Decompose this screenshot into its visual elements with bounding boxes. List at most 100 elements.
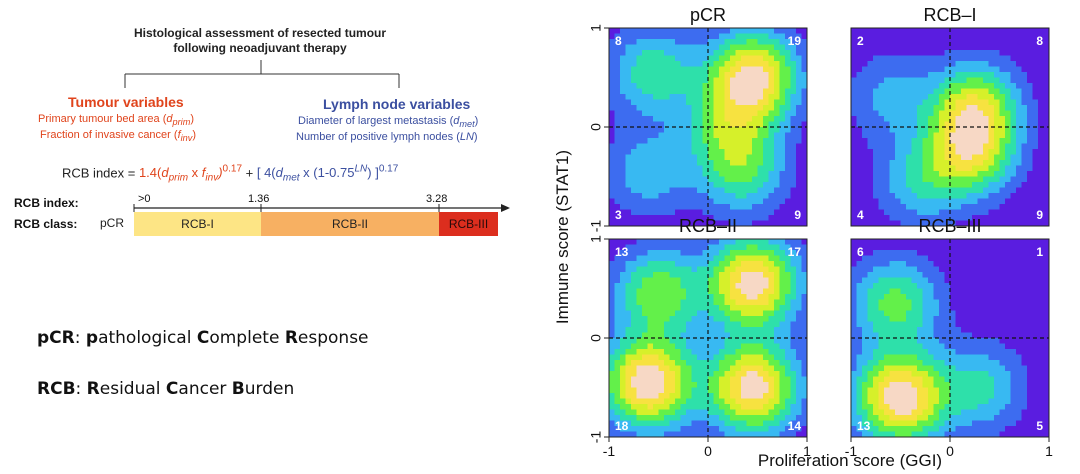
density-cell [790,138,797,144]
density-cell [950,310,956,317]
density-cell [999,316,1006,322]
density-cell [895,365,901,372]
density-cell [614,83,621,89]
density-cell [763,204,769,210]
density-cell [730,160,736,166]
density-cell [1043,255,1050,262]
density-cell [790,149,797,155]
density-cell [928,299,934,306]
density-cell [779,404,786,410]
density-cell [708,316,714,322]
density-cell [988,327,995,333]
density-cell [768,327,775,333]
density-cell [796,99,802,106]
density-cell [851,288,857,295]
density-cell [675,105,681,111]
density-cell [961,294,967,300]
density-cell [1021,349,1028,355]
density-cell [691,283,698,289]
density-cell [900,261,907,267]
density-cell [889,116,896,122]
density-cell [691,127,698,133]
density-cell [994,209,1000,216]
density-cell [609,33,615,40]
density-cell [873,294,879,300]
density-cell [856,66,863,73]
density-cell [735,215,742,221]
density-cell [939,33,945,40]
density-cell [873,88,879,95]
density-cell [763,294,769,300]
density-cell [900,283,907,289]
density-cell [862,105,868,111]
density-cell [933,39,940,45]
density-cell [873,387,879,394]
density-cell [647,409,654,416]
density-cell [796,77,802,84]
density-cell [779,261,786,267]
density-cell [955,154,962,161]
density-cell [939,250,945,256]
density-cell [691,160,698,166]
density-cell [631,387,637,394]
density-cell [609,138,615,144]
density-cell [928,272,934,278]
density-cell [774,160,780,166]
density-cell [873,50,879,56]
density-cell [1027,220,1033,227]
density-cell [873,376,879,383]
density-cell [664,371,670,377]
density-cell [955,376,962,383]
density-cell [779,431,786,438]
density-cell [878,349,885,355]
density-cell [735,349,742,355]
density-cell [1038,28,1044,34]
density-cell [856,349,863,355]
density-cell [856,327,863,333]
density-cell [763,198,769,205]
density-cell [977,277,984,284]
density-cell [609,215,615,221]
density-cell [779,39,786,45]
density-cell [757,39,764,45]
density-cell [785,305,791,311]
density-cell [867,288,874,295]
density-cell [994,198,1000,205]
density-cell [900,143,907,150]
density-cell [653,244,659,251]
density-cell [1038,132,1044,139]
density-cell [647,143,654,150]
density-cell [752,321,758,328]
density-cell [746,193,753,199]
density-cell [708,66,714,73]
density-cell [856,244,863,251]
density-cell [713,61,720,67]
density-cell [768,299,775,306]
density-cell [1038,39,1044,45]
density-cell [928,182,934,188]
density-cell [867,382,874,388]
density-cell [708,209,714,216]
density-cell [862,88,868,95]
density-cell [702,215,709,221]
density-cell [966,28,973,34]
density-cell [900,165,907,172]
formula-term1: 1.4(dprim x finv)0.17 [139,164,242,184]
density-cell [983,261,989,267]
density-cell [614,294,621,300]
density-cell [774,365,780,372]
density-cell [851,132,857,139]
density-cell [878,204,885,210]
t: d [275,165,283,181]
density-cell [735,204,742,210]
density-cell [642,116,648,122]
density-cell [713,66,720,73]
density-cell [873,99,879,106]
density-cell [631,255,637,262]
density-cell [647,365,654,372]
density-cell [851,83,857,89]
density-cell [669,187,676,194]
density-cell [900,294,907,300]
density-cell [994,261,1000,267]
density-cell [653,360,659,366]
